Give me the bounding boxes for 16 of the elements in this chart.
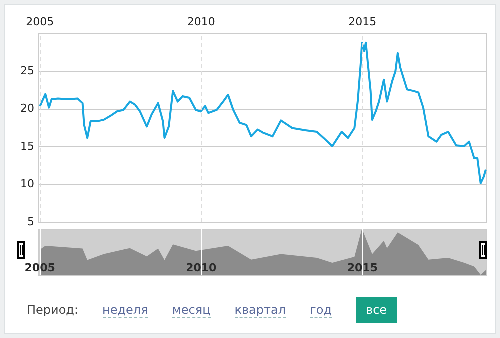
y-tick-label: 20 [20, 102, 34, 116]
text: квартал [234, 302, 286, 318]
y-tick-label: 25 [20, 64, 34, 78]
x-tick-label: 2010 [187, 16, 216, 28]
y-tick-label: 10 [20, 178, 34, 191]
text: неделя [102, 302, 148, 318]
y-tick-label: 15 [20, 140, 34, 153]
x-tick-label: 2005 [24, 262, 56, 274]
x-tick-label: 2015 [348, 16, 377, 28]
text: месяц [172, 302, 211, 318]
y-tick-label: 5 [28, 216, 34, 228]
x-tick-label: 2005 [26, 16, 54, 28]
text: Период: [27, 303, 79, 317]
text: год [310, 302, 332, 318]
text: все [356, 297, 398, 323]
line-series [39, 42, 487, 184]
